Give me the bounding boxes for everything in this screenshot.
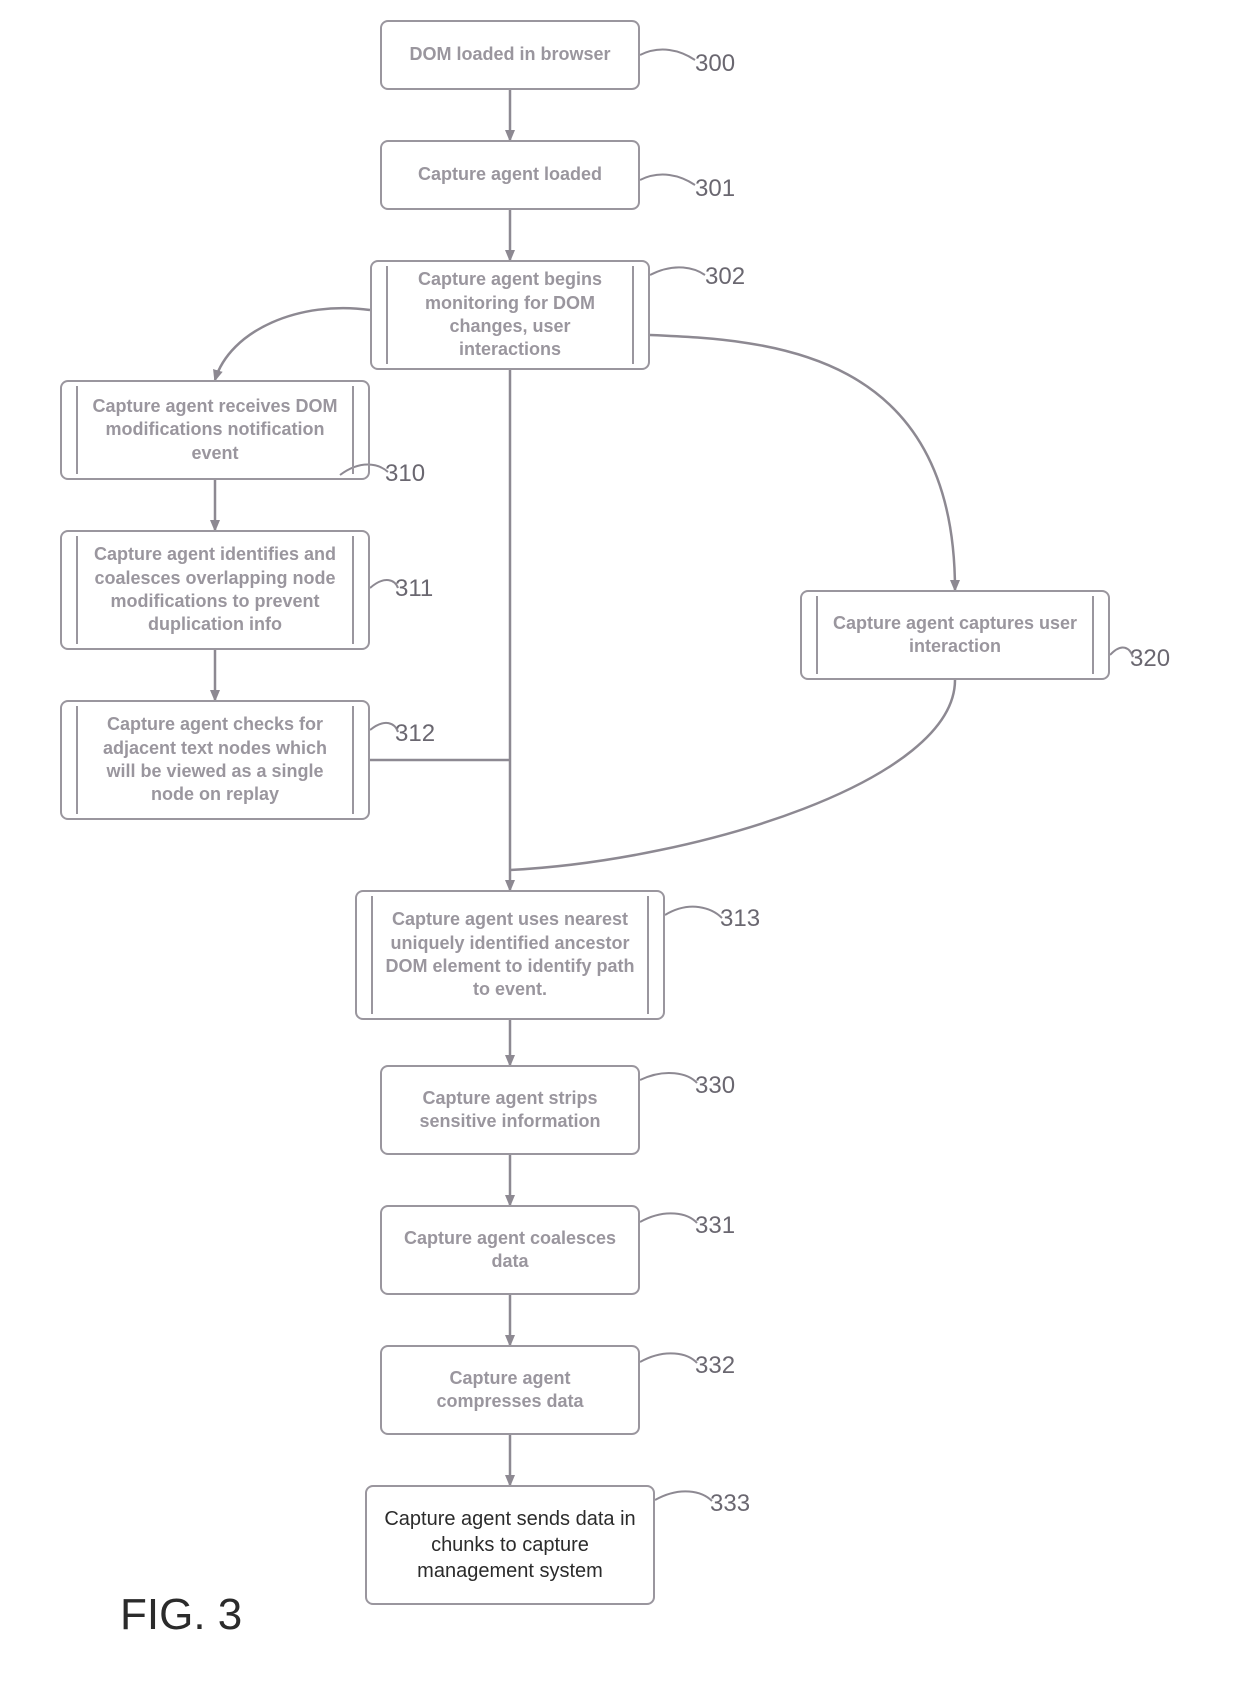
node-300: DOM loaded in browser: [380, 20, 640, 90]
ref-312: 312: [395, 720, 435, 748]
node-text: Capture agent captures user interaction: [830, 612, 1080, 659]
flowchart-canvas: DOM loaded in browser Capture agent load…: [0, 0, 1240, 1686]
node-text: Capture agent compresses data: [396, 1367, 624, 1414]
node-313: Capture agent uses nearest uniquely iden…: [355, 890, 665, 1020]
ref-300: 300: [695, 50, 735, 78]
ref-320: 320: [1130, 645, 1170, 673]
node-330: Capture agent strips sensitive informati…: [380, 1065, 640, 1155]
node-text: DOM loaded in browser: [409, 43, 610, 66]
ref-311: 311: [395, 575, 433, 603]
node-text: Capture agent uses nearest uniquely iden…: [385, 908, 635, 1002]
node-text: Capture agent strips sensitive informati…: [396, 1087, 624, 1134]
node-301: Capture agent loaded: [380, 140, 640, 210]
node-text: Capture agent sends data in chunks to ca…: [381, 1506, 639, 1584]
node-text: Capture agent coalesces data: [396, 1227, 624, 1274]
ref-333: 333: [710, 1490, 750, 1518]
node-333: Capture agent sends data in chunks to ca…: [365, 1485, 655, 1605]
node-text: Capture agent identifies and coalesces o…: [90, 543, 340, 637]
ref-330: 330: [695, 1072, 735, 1100]
node-311: Capture agent identifies and coalesces o…: [60, 530, 370, 650]
ref-331: 331: [695, 1212, 735, 1240]
figure-label: FIG. 3: [120, 1590, 242, 1640]
node-312: Capture agent checks for adjacent text n…: [60, 700, 370, 820]
node-331: Capture agent coalesces data: [380, 1205, 640, 1295]
ref-313: 313: [720, 905, 760, 933]
ref-310: 310: [385, 460, 425, 488]
ref-301: 301: [695, 175, 735, 203]
node-text: Capture agent begins monitoring for DOM …: [400, 268, 620, 362]
ref-302: 302: [705, 263, 745, 291]
node-text: Capture agent checks for adjacent text n…: [90, 713, 340, 807]
node-310: Capture agent receives DOM modifications…: [60, 380, 370, 480]
ref-332: 332: [695, 1352, 735, 1380]
node-302: Capture agent begins monitoring for DOM …: [370, 260, 650, 370]
node-332: Capture agent compresses data: [380, 1345, 640, 1435]
node-text: Capture agent receives DOM modifications…: [90, 395, 340, 465]
node-text: Capture agent loaded: [418, 163, 602, 186]
node-320: Capture agent captures user interaction: [800, 590, 1110, 680]
